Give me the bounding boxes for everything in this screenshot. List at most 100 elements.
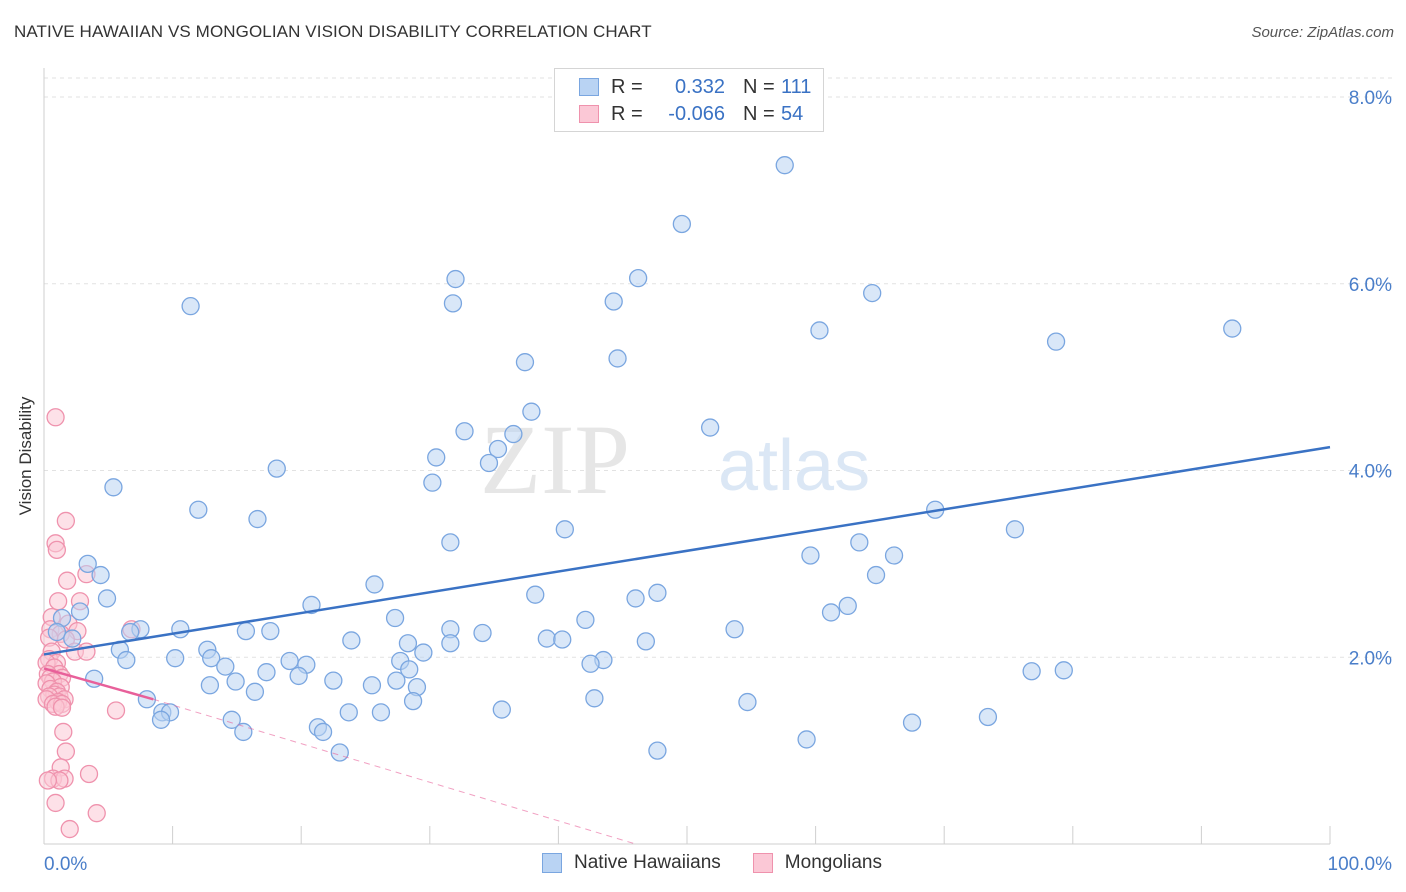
point-native-hawaiian xyxy=(821,603,841,622)
point-native-hawaiian xyxy=(446,269,465,289)
point-native-hawaiian xyxy=(181,297,200,316)
legend-n-label: N = xyxy=(743,102,775,125)
legend-n-label: N = xyxy=(743,75,775,98)
point-native-hawaiian xyxy=(387,671,406,690)
point-native-hawaiian xyxy=(775,156,794,175)
point-native-hawaiian xyxy=(91,565,110,585)
point-native-hawaiian xyxy=(226,672,245,691)
point-mongolian xyxy=(79,764,99,784)
point-native-hawaiian xyxy=(362,676,382,695)
point-native-hawaiian xyxy=(151,710,171,729)
point-native-hawaiian xyxy=(479,453,499,473)
point-native-hawaiian xyxy=(850,533,869,552)
point-native-hawaiian xyxy=(216,657,235,676)
point-native-hawaiian xyxy=(441,634,460,653)
legend-item-mongolians[interactable]: Mongolians xyxy=(752,852,882,874)
y-tick-label: 2.0% xyxy=(1349,648,1392,669)
point-native-hawaiian xyxy=(648,583,667,602)
trend-line-mongolians-extension xyxy=(153,698,636,845)
point-native-hawaiian xyxy=(866,565,886,585)
point-native-hawaiian xyxy=(171,620,190,639)
point-native-hawaiian xyxy=(1005,520,1025,539)
point-native-hawaiian xyxy=(97,589,117,608)
point-native-hawaiian xyxy=(324,671,343,690)
point-native-hawaiian xyxy=(443,294,463,313)
point-native-hawaiian xyxy=(838,596,857,616)
point-native-hawaiian xyxy=(797,730,816,749)
point-native-hawaiian xyxy=(725,620,744,639)
point-native-hawaiian xyxy=(553,630,572,649)
point-native-hawaiian xyxy=(441,533,460,552)
watermark-zip: ZIP xyxy=(480,404,630,515)
y-tick-label: 4.0% xyxy=(1349,462,1392,483)
point-native-hawaiian xyxy=(1054,661,1073,680)
legend-swatch-pink xyxy=(579,105,599,123)
point-native-hawaiian xyxy=(608,349,627,368)
point-native-hawaiian xyxy=(398,634,418,653)
point-mongolian xyxy=(57,571,77,590)
point-native-hawaiian xyxy=(884,546,904,565)
point-native-hawaiian xyxy=(488,439,508,459)
legend-swatch-mongolians xyxy=(752,853,773,873)
grid-lines xyxy=(44,77,1392,658)
point-native-hawaiian xyxy=(330,743,349,762)
point-native-hawaiian xyxy=(70,602,90,621)
legend-n-value: 111 xyxy=(781,75,812,98)
point-native-hawaiian xyxy=(604,292,623,311)
x-tick-label-min: 0.0% xyxy=(44,854,87,875)
legend-row-mongolians: R = -0.066 N = 54 xyxy=(579,101,803,127)
series-native-hawaiians xyxy=(47,156,1242,762)
point-native-hawaiian xyxy=(365,575,384,594)
point-native-hawaiian xyxy=(313,722,333,742)
point-native-hawaiian xyxy=(648,741,667,760)
point-native-hawaiian xyxy=(978,707,998,727)
correlation-legend: R = 0.332 N = 111 R = -0.066 N = 54 xyxy=(554,68,824,132)
point-native-hawaiian xyxy=(581,654,600,673)
point-native-hawaiian xyxy=(400,660,419,679)
point-native-hawaiian xyxy=(385,608,405,628)
point-native-hawaiian xyxy=(585,689,604,708)
series-legend: Native Hawaiians Mongolians xyxy=(542,852,914,874)
point-native-hawaiian xyxy=(801,546,820,565)
point-mongolian xyxy=(60,819,79,839)
watermark: ZIP atlas xyxy=(480,404,870,515)
legend-swatch-blue xyxy=(579,78,599,96)
point-native-hawaiian xyxy=(403,691,423,711)
legend-item-native-hawaiians[interactable]: Native Hawaiians xyxy=(542,852,721,874)
point-native-hawaiian xyxy=(261,621,280,641)
point-native-hawaiian xyxy=(78,554,97,574)
point-native-hawaiian xyxy=(280,651,299,671)
legend-r-label: R = xyxy=(611,102,643,125)
point-native-hawaiian xyxy=(121,622,140,642)
trend-line-native-hawaiians xyxy=(43,445,1331,656)
point-native-hawaiian xyxy=(257,663,276,682)
point-mongolian xyxy=(56,742,76,761)
y-tick-label: 6.0% xyxy=(1349,275,1392,296)
point-native-hawaiian xyxy=(700,418,720,437)
point-native-hawaiian xyxy=(1022,662,1041,681)
point-native-hawaiian xyxy=(902,713,922,732)
y-axis-title: Vision Disability xyxy=(16,396,35,516)
point-native-hawaiian xyxy=(492,700,511,719)
watermark-atlas: atlas xyxy=(718,426,870,506)
legend-swatch-native-hawaiians xyxy=(542,853,562,873)
legend-label-native-hawaiians: Native Hawaiians xyxy=(574,852,721,873)
legend-r-value: 0.332 xyxy=(674,75,725,98)
point-native-hawaiian xyxy=(473,623,492,643)
point-native-hawaiian xyxy=(267,459,286,478)
point-native-hawaiian xyxy=(189,500,208,519)
legend-n-value: 54 xyxy=(781,102,804,125)
point-native-hawaiian xyxy=(47,622,67,642)
point-native-hawaiian xyxy=(738,692,757,712)
legend-row-native-hawaiians: R = 0.332 N = 111 xyxy=(579,74,811,100)
point-native-hawaiian xyxy=(504,424,523,444)
legend-r-value: -0.066 xyxy=(668,102,725,125)
point-native-hawaiian xyxy=(526,585,545,604)
point-mongolian xyxy=(54,722,73,742)
point-native-hawaiian xyxy=(245,682,265,701)
legend-r-label: R = xyxy=(611,75,643,98)
point-mongolian xyxy=(87,804,106,823)
legend-label-mongolians: Mongolians xyxy=(784,852,882,873)
point-native-hawaiian xyxy=(104,478,123,497)
point-native-hawaiian xyxy=(1223,319,1242,338)
